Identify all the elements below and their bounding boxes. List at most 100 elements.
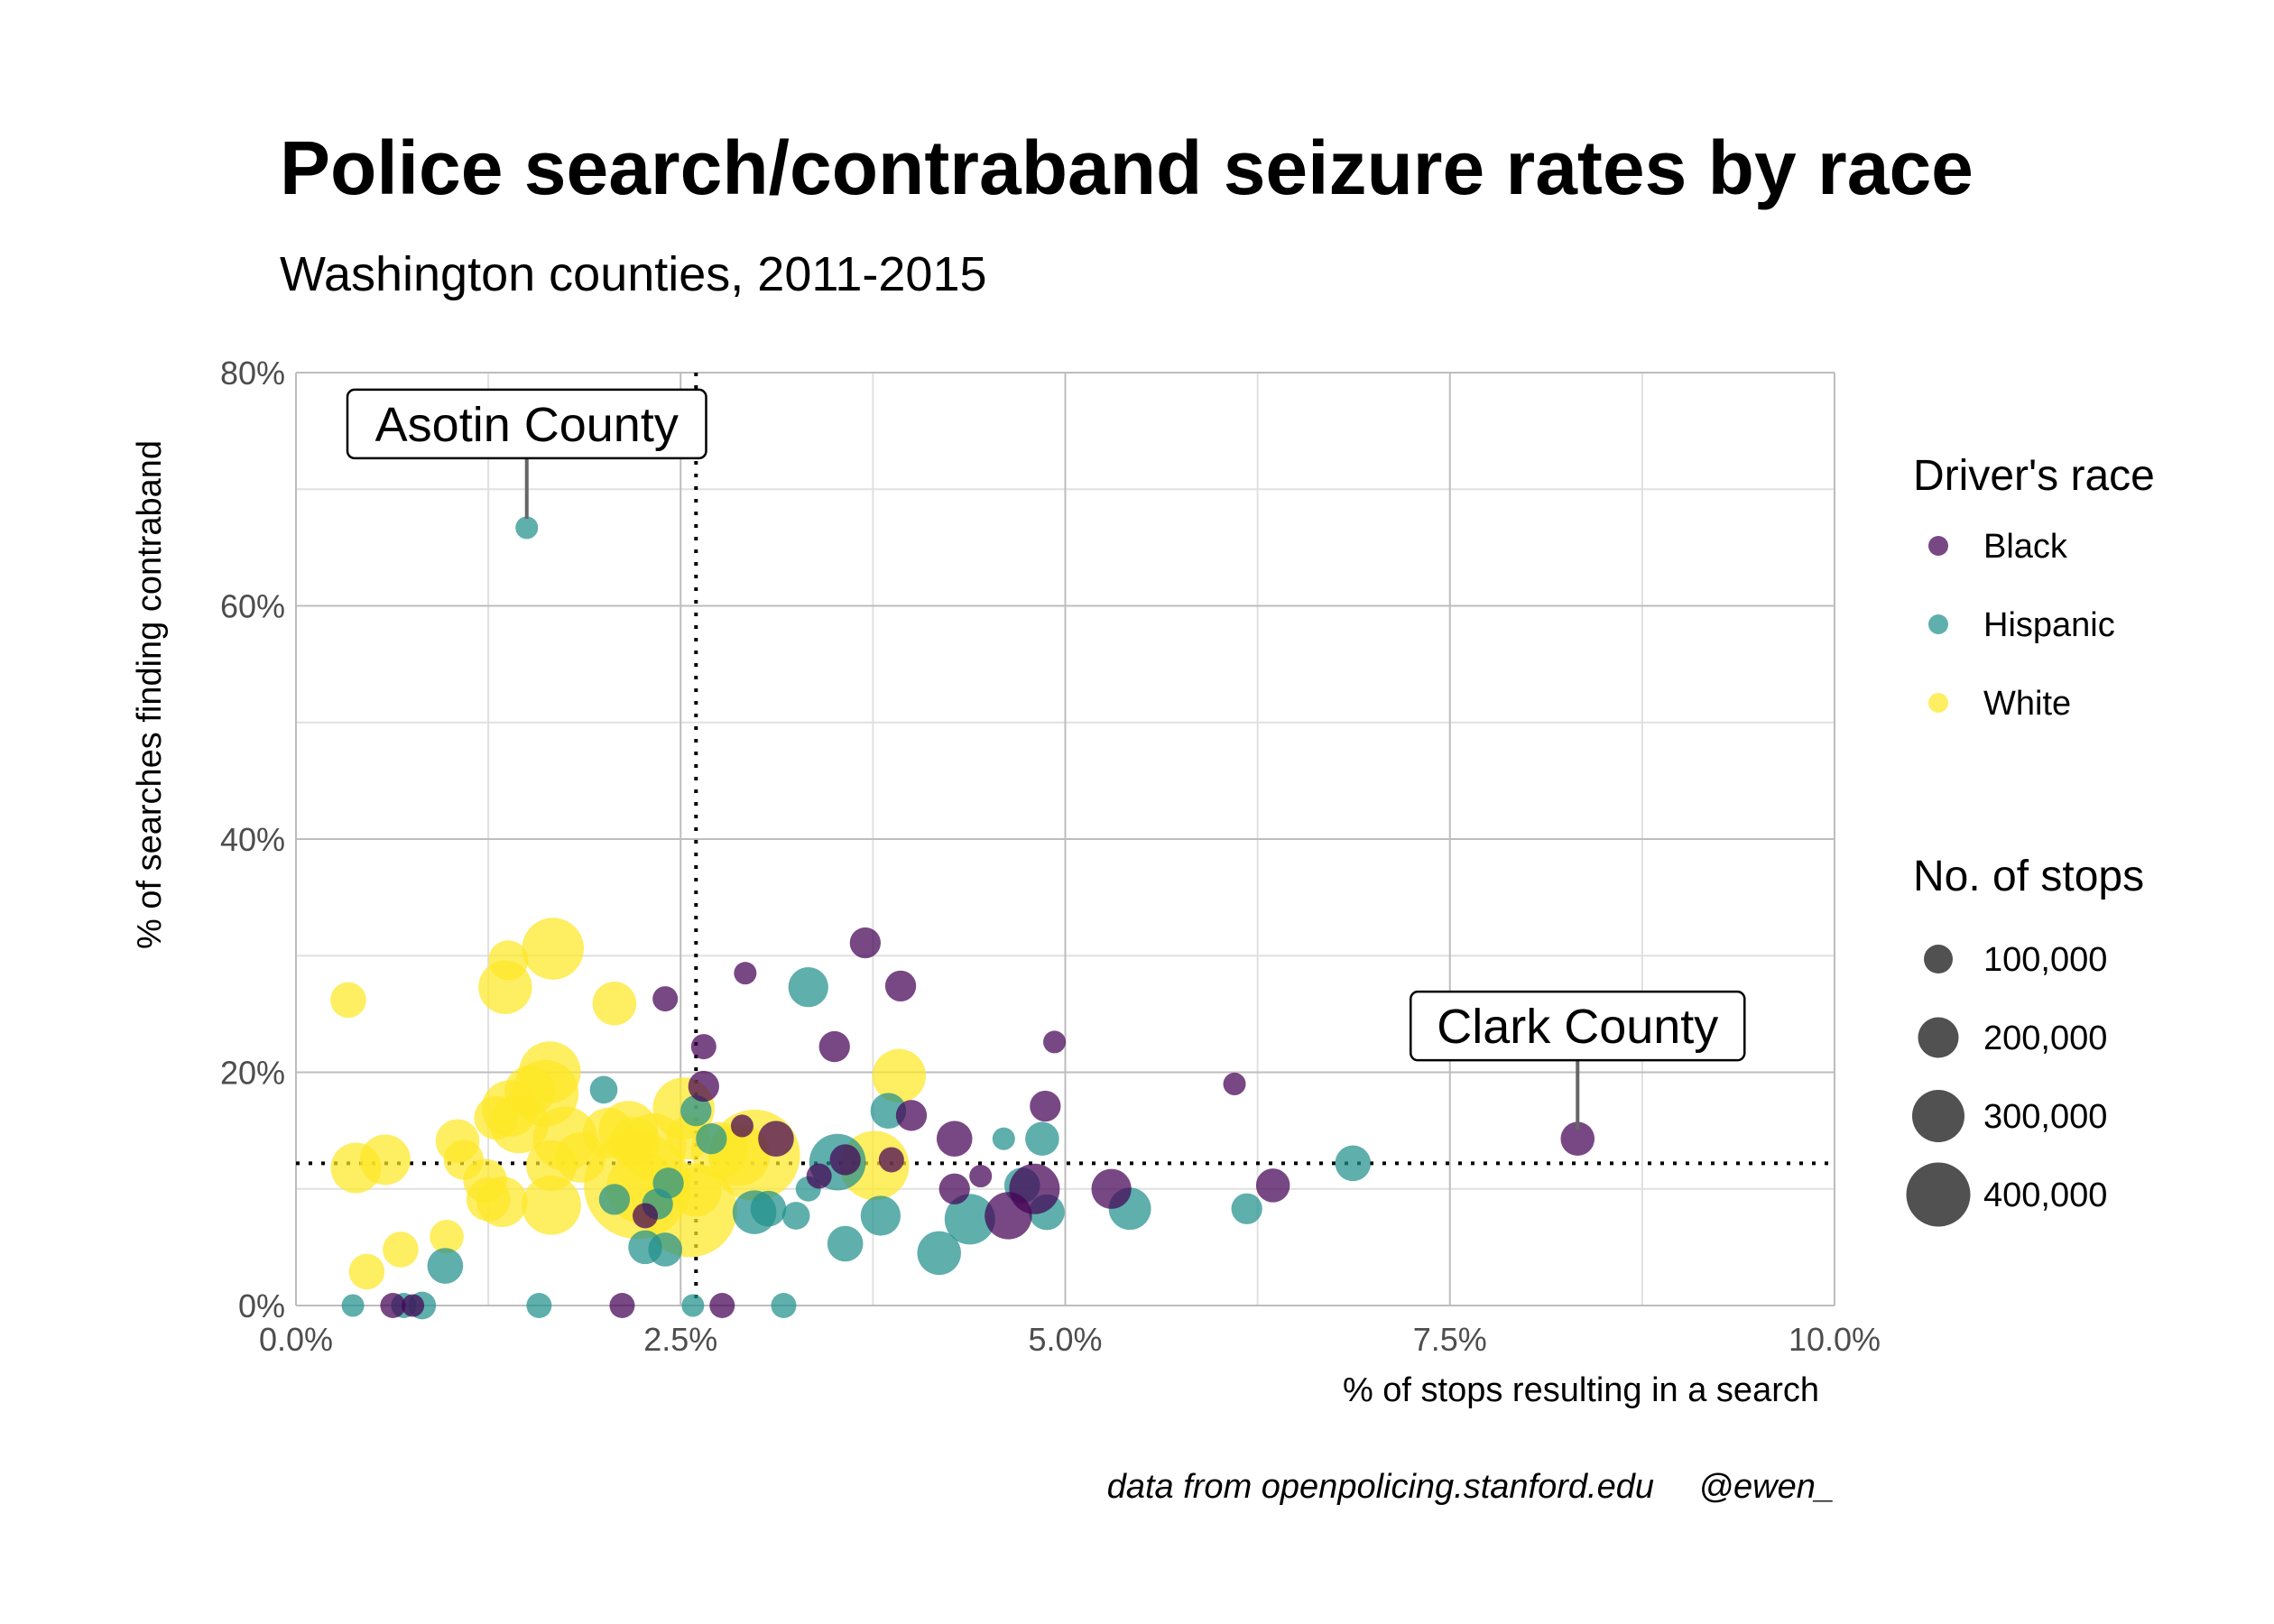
legend-size-label: 400,000 bbox=[1983, 1176, 2107, 1214]
annotation-box bbox=[346, 388, 707, 460]
legend-size-swatch bbox=[1906, 1162, 1971, 1227]
data-point-hispanic bbox=[427, 1248, 464, 1284]
data-point-hispanic bbox=[944, 1194, 995, 1245]
x-axis-ticks: 0.0% 2.5% 5.0% 7.5% 10.0% bbox=[259, 1321, 1881, 1358]
data-point-white bbox=[430, 1219, 464, 1254]
data-point-hispanic bbox=[589, 1075, 618, 1104]
data-point-black bbox=[380, 1293, 406, 1318]
data-point-hispanic bbox=[750, 1190, 787, 1227]
data-point-black bbox=[402, 1294, 425, 1317]
data-point-hispanic bbox=[515, 516, 539, 540]
data-point-hispanic bbox=[917, 1231, 961, 1276]
data-point-white bbox=[592, 981, 637, 1026]
legend-size-label: 300,000 bbox=[1983, 1098, 2107, 1136]
legend-size-title: No. of stops bbox=[1913, 853, 2144, 900]
data-point-white bbox=[474, 1095, 518, 1140]
data-point-white bbox=[504, 1066, 556, 1117]
data-point-hispanic bbox=[781, 1202, 810, 1230]
legend-label-hispanic: Hispanic bbox=[1983, 606, 2115, 644]
data-point-black bbox=[730, 1114, 753, 1138]
data-point-hispanic bbox=[771, 1293, 797, 1318]
data-point-hispanic bbox=[598, 1184, 631, 1215]
y-tick-label: 40% bbox=[220, 821, 285, 858]
data-point-white bbox=[466, 1177, 511, 1222]
data-point-black bbox=[758, 1121, 794, 1157]
data-point-black bbox=[938, 1173, 970, 1204]
data-point-black bbox=[1255, 1168, 1290, 1203]
data-point-black bbox=[1091, 1168, 1132, 1209]
data-point-black bbox=[1043, 1030, 1067, 1054]
annotations: Asotin County Clark County bbox=[346, 388, 1746, 1130]
data-point-hispanic bbox=[681, 1294, 705, 1317]
data-point-black bbox=[1030, 1090, 1061, 1122]
data-point-hispanic bbox=[788, 967, 828, 1008]
y-tick-label: 80% bbox=[220, 355, 285, 392]
data-point-black bbox=[829, 1144, 861, 1176]
data-point-black bbox=[849, 927, 881, 959]
data-point-white bbox=[383, 1232, 419, 1268]
black bbox=[1928, 536, 1948, 556]
annotation-label: Clark County bbox=[1437, 1000, 1718, 1054]
x-tick-label: 0.0% bbox=[259, 1321, 333, 1358]
legend: Driver's race Black Hispanic White No. of … bbox=[1906, 452, 2155, 1227]
data-point-black bbox=[806, 1163, 832, 1189]
data-point-white bbox=[666, 1115, 711, 1160]
caption-source: data from openpolicing.stanford.edu bbox=[1107, 1468, 1654, 1506]
data-point-white bbox=[330, 982, 366, 1019]
x-tick-label: 5.0% bbox=[1028, 1321, 1102, 1358]
data-point-black bbox=[884, 970, 917, 1002]
legend-label-black: Black bbox=[1983, 528, 2068, 566]
data-point-white bbox=[609, 1117, 661, 1168]
data-point-white bbox=[522, 1176, 581, 1235]
x-tick-label: 7.5% bbox=[1413, 1321, 1487, 1358]
data-point-hispanic bbox=[1335, 1145, 1372, 1182]
x-tick-label: 2.5% bbox=[643, 1321, 717, 1358]
x-axis-label: % of stops resulting in a search bbox=[1343, 1371, 1819, 1409]
data-point-black bbox=[878, 1147, 904, 1173]
legend-size-label: 200,000 bbox=[1983, 1020, 2107, 1057]
y-tick-label: 60% bbox=[220, 588, 285, 625]
data-points bbox=[330, 516, 1595, 1320]
data-point-black bbox=[984, 1192, 1032, 1240]
data-point-black bbox=[633, 1203, 659, 1229]
white bbox=[1928, 693, 1948, 713]
data-point-hispanic bbox=[1231, 1193, 1262, 1224]
x-tick-label: 10.0% bbox=[1789, 1321, 1881, 1358]
y-axis-label: % of searches finding contraband bbox=[131, 440, 169, 949]
data-point-hispanic bbox=[1025, 1121, 1059, 1156]
data-point-white bbox=[872, 1048, 927, 1103]
annotation-label: Asotin County bbox=[375, 398, 679, 452]
data-point-black bbox=[609, 1293, 635, 1318]
data-point-hispanic bbox=[860, 1195, 901, 1236]
data-point-black bbox=[1223, 1072, 1246, 1095]
data-point-black bbox=[734, 962, 757, 985]
legend-size-swatch bbox=[1918, 1017, 1959, 1058]
data-point-black bbox=[818, 1030, 850, 1063]
data-point-hispanic bbox=[648, 1232, 682, 1267]
data-point-hispanic bbox=[526, 1293, 552, 1318]
annotation-box bbox=[1410, 990, 1746, 1062]
legend-label-white: White bbox=[1983, 685, 2071, 723]
data-point-hispanic bbox=[341, 1294, 365, 1317]
data-point-black bbox=[652, 986, 679, 1012]
chart-title: Police search/contraband seizure rates b… bbox=[280, 125, 1974, 210]
data-point-black bbox=[895, 1100, 928, 1131]
caption-author: @ewen_ bbox=[1698, 1468, 1835, 1506]
legend-size-label: 100,000 bbox=[1983, 941, 2107, 979]
data-point-black bbox=[688, 1070, 719, 1103]
data-point-hispanic bbox=[992, 1127, 1015, 1150]
data-point-black bbox=[1560, 1121, 1595, 1156]
legend-size-swatch bbox=[1924, 945, 1953, 973]
y-tick-label: 20% bbox=[220, 1055, 285, 1092]
data-point-hispanic bbox=[827, 1225, 864, 1262]
legend-size-items: 100,000 200,000 300,000 400,000 bbox=[1906, 941, 2107, 1227]
data-point-white bbox=[522, 918, 585, 980]
data-point-black bbox=[709, 1293, 735, 1318]
hispanic bbox=[1928, 614, 1948, 634]
y-tick-label: 0% bbox=[238, 1287, 285, 1324]
data-point-black bbox=[969, 1165, 993, 1188]
data-point-black bbox=[690, 1034, 716, 1060]
legend-color-title: Driver's race bbox=[1913, 452, 2155, 500]
